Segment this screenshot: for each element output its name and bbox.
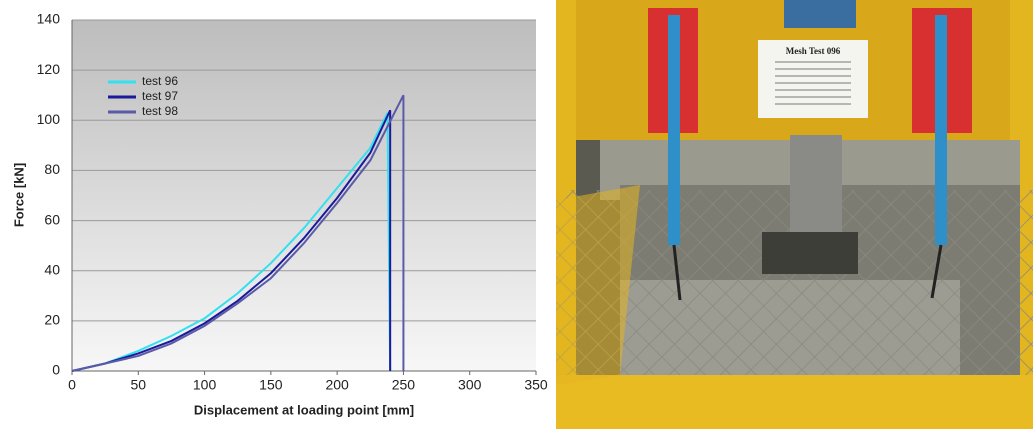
x-tick-label: 0: [68, 377, 76, 393]
x-axis-label: Displacement at loading point [mm]: [194, 402, 414, 417]
x-tick-label: 200: [325, 377, 349, 393]
cylinder: [668, 15, 680, 245]
series-line: [71, 109, 392, 372]
rod: [672, 244, 682, 301]
y-tick-label: 20: [44, 312, 60, 328]
load-plate: [762, 232, 858, 274]
cylinder: [935, 15, 947, 245]
controller: [784, 0, 856, 28]
y-tick-label: 0: [52, 362, 60, 378]
sign-lines: [775, 61, 851, 105]
y-tick-label: 100: [37, 111, 61, 127]
legend-label: test 98: [142, 104, 178, 118]
y-tick-label: 40: [44, 261, 60, 277]
frame-bottom: [556, 375, 1033, 429]
sign: [758, 40, 868, 118]
legend-label: test 97: [142, 89, 178, 103]
photo: Mesh Test 096: [556, 0, 1033, 429]
y-tick-label: 60: [44, 211, 60, 227]
series-line: [71, 94, 405, 372]
x-tick-label: 350: [524, 377, 548, 393]
y-tick-label: 120: [37, 61, 61, 77]
y-tick-label: 140: [37, 11, 61, 27]
sign-title: Mesh Test 096: [786, 46, 841, 56]
x-tick-label: 250: [392, 377, 416, 393]
x-tick-label: 100: [193, 377, 217, 393]
y-tick-label: 80: [44, 161, 60, 177]
x-tick-label: 300: [458, 377, 482, 393]
y-axis-label: Force [kN]: [11, 163, 26, 227]
plot-area: [72, 20, 536, 371]
frame-side: [556, 185, 640, 385]
series-line: [71, 112, 392, 372]
legend-label: test 96: [142, 74, 178, 88]
x-tick-label: 150: [259, 377, 283, 393]
rod: [930, 244, 943, 299]
x-tick-label: 50: [130, 377, 146, 393]
